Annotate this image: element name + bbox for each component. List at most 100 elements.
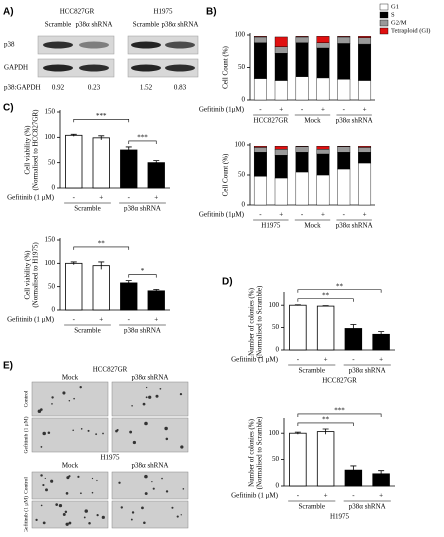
significance-bracket	[73, 246, 130, 250]
group-label: H1975	[261, 222, 281, 230]
panel-label: C)	[3, 103, 14, 114]
blot-band	[165, 41, 195, 49]
blot-strip	[37, 58, 115, 78]
colony-dot	[40, 474, 43, 477]
colony-dot	[118, 481, 121, 484]
x-tick-label: +	[321, 106, 325, 114]
colony-dot	[182, 488, 185, 490]
protein-label: p38	[4, 41, 15, 49]
group-label: p38α shRNA	[124, 327, 161, 335]
x-tick-label: +	[279, 211, 283, 219]
group-label: Scramble	[74, 327, 100, 335]
image-column-label: p38α shRNA	[132, 462, 169, 470]
bar-segment	[358, 37, 372, 45]
x-axis-label: Gefitinib (1 μM)	[7, 194, 55, 202]
image-row-label: Gefitinib (1 μM)	[22, 416, 29, 453]
error-bar	[350, 465, 357, 475]
lane-label: Scramble	[45, 21, 71, 29]
panel-label: D)	[222, 277, 233, 288]
bar-segment	[274, 145, 288, 150]
y-tick-label: 0	[52, 184, 56, 192]
significance-label: ***	[137, 134, 148, 142]
error-bar	[153, 289, 160, 293]
legend-label: S	[391, 11, 395, 18]
bar-segment	[358, 162, 372, 206]
colony-dot	[58, 503, 63, 508]
x-axis-label: Gefitinib (1 μM)	[231, 356, 279, 364]
colony-dot	[152, 487, 155, 490]
colony-dot	[179, 392, 183, 396]
colony-dot	[165, 437, 169, 441]
y-axis-label: Number of colonies (%)	[248, 418, 256, 487]
bar-segment	[253, 147, 267, 153]
y-tick-label: 100	[269, 301, 280, 309]
colony-dot	[95, 433, 98, 436]
colony-dot	[87, 429, 90, 432]
y-tick-label: 100	[45, 259, 56, 267]
significance-bracket	[73, 118, 130, 123]
error-bar	[322, 428, 329, 435]
panel-label: B)	[206, 7, 217, 18]
bar-segment	[274, 53, 288, 81]
error-bar	[350, 324, 357, 333]
error-bar	[98, 261, 105, 270]
panel-label: E)	[3, 361, 13, 372]
chart-caption: HCC827GR	[322, 377, 357, 385]
colony-dot	[68, 399, 71, 402]
x-tick-label: +	[154, 316, 158, 324]
y-axis-label: Cell viability (%)	[24, 250, 32, 300]
bar-segment	[337, 151, 351, 170]
colony-image	[111, 500, 189, 529]
x-tick-label: -	[73, 316, 76, 324]
bar	[289, 304, 307, 351]
legend-swatch	[379, 27, 389, 35]
colony-dot	[91, 491, 94, 494]
legend-label: Tetraploid (GI)	[391, 27, 430, 34]
significance-label: **	[322, 416, 330, 424]
bar-segment	[274, 177, 288, 206]
x-tick-label: +	[379, 492, 383, 500]
y-tick-label: 0	[52, 306, 56, 314]
y-tick-label: 0	[242, 96, 246, 104]
x-tick-label: -	[128, 316, 131, 324]
blot-band	[43, 64, 73, 72]
bar-segment	[337, 36, 351, 38]
error-bar	[125, 280, 132, 286]
colony-dot	[42, 483, 45, 487]
y-tick-label: 50	[238, 171, 246, 179]
x-tick-label: -	[301, 211, 304, 219]
y-tick-label: 100	[235, 31, 246, 39]
colony-dot	[176, 515, 179, 518]
colony-dot	[131, 405, 133, 407]
x-tick-label: +	[363, 106, 367, 114]
colony-image	[111, 417, 189, 453]
colony-dot	[42, 521, 46, 525]
colony-dot	[155, 394, 159, 398]
x-tick-label: -	[301, 106, 304, 114]
group-label: p38α shRNA	[349, 367, 386, 375]
y-tick-label: 50	[48, 158, 56, 166]
image-row-label: Gefitinib (1 μM)	[22, 496, 29, 532]
x-tick-label: -	[259, 211, 262, 219]
colony-dot	[142, 402, 146, 406]
cell-line-header: H1975	[153, 8, 173, 16]
bar	[147, 162, 165, 189]
x-tick-label: -	[128, 194, 131, 202]
significance-label: **	[336, 282, 344, 290]
colony-dot	[161, 477, 163, 480]
bar-segment	[295, 42, 309, 77]
bar	[120, 149, 138, 189]
x-tick-label: +	[99, 316, 103, 324]
bar-segment	[316, 148, 330, 155]
colony-dot	[80, 492, 82, 495]
blot-band	[43, 41, 73, 49]
colony-dot	[44, 477, 46, 480]
bar	[65, 134, 83, 189]
blot-band	[79, 64, 109, 72]
ratio-value: 0.23	[88, 84, 101, 92]
colony-image	[31, 381, 109, 417]
y-axis-label: Cell Count (%)	[222, 45, 230, 88]
x-tick-label: -	[73, 194, 76, 202]
colony-dot	[144, 474, 148, 479]
colony-dot	[165, 490, 169, 493]
